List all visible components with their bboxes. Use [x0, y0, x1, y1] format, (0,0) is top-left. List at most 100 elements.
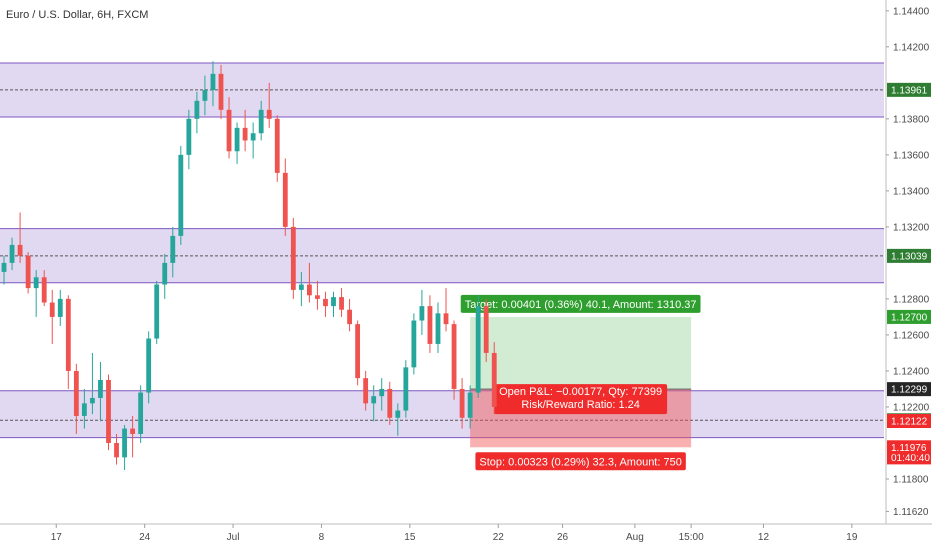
candle-body [1, 262, 7, 272]
candle-body [403, 367, 409, 411]
candle-body [315, 295, 320, 299]
candle-body [138, 392, 144, 434]
candle-body [122, 428, 127, 458]
time-tick-label: 22 [493, 532, 505, 543]
candle-body [419, 306, 425, 321]
price-badge-label: 1.12700 [891, 312, 928, 323]
time-tick-label: 8 [319, 532, 325, 543]
time-tick-label: Aug [626, 532, 644, 543]
position-tool: Target: 0.00401 (0.36%) 40.1, Amount: 13… [460, 294, 701, 471]
price-tick-label: 1.12600 [893, 330, 930, 341]
candle-body [170, 235, 176, 263]
time-tick-label: 15:00 [679, 532, 704, 543]
candle-body [57, 298, 63, 317]
candle-body [427, 306, 433, 344]
candle-body [41, 277, 47, 303]
candle-body [411, 320, 417, 368]
candle-body [154, 284, 160, 339]
price-badge-label: 1.12299 [891, 385, 928, 396]
price-tick-label: 1.11800 [893, 474, 929, 485]
time-tick-label: 17 [51, 532, 63, 543]
price-badge-label: 01:40:40 [891, 453, 930, 464]
time-axis: 17 24 Jul 8 15 22 26 Aug 15:00 12 19 [0, 523, 932, 550]
price-badge [887, 414, 931, 429]
candle-body [114, 442, 119, 458]
candle-body [435, 313, 441, 344]
candle-body [194, 100, 200, 119]
candle-body [90, 397, 95, 404]
candle-body [266, 109, 272, 119]
candle-body [290, 226, 296, 290]
candle-body [210, 73, 216, 91]
price-tick-label: 1.12400 [893, 366, 930, 377]
candle-body [339, 297, 344, 310]
rr-label-text: Risk/Reward Ratio: 1.24 [521, 399, 640, 411]
candle-body [298, 284, 304, 290]
time-tick-label: 24 [139, 532, 151, 543]
candle-body [226, 109, 232, 152]
candle-body [306, 284, 312, 296]
candle-body [130, 428, 136, 434]
time-tick-label: 12 [758, 532, 770, 543]
candle-body [25, 255, 31, 289]
candle-body [242, 127, 248, 141]
candle-body [331, 297, 336, 307]
price-badge-label: 1.12122 [891, 417, 928, 428]
candle-body [234, 127, 240, 152]
price-axis: 1.14400 1.14200 1.13800 1.13600 1.13400 1.132… [885, 0, 932, 550]
price-badge-label: 1.13039 [891, 251, 928, 262]
candle-body [347, 309, 352, 325]
price-badge-label: 1.11976 [891, 443, 927, 454]
target-label-text: Target: 0.00401 (0.36%) 40.1, Amount: 13… [465, 299, 697, 311]
target-label-box [460, 294, 701, 313]
candle-body [33, 277, 39, 289]
price-badge-label: 1.13961 [891, 85, 928, 96]
price-badge [887, 382, 931, 397]
price-badge [887, 248, 931, 263]
stop-label-text: Stop: 0.00323 (0.29%) 32.3, Amount: 750 [479, 456, 681, 468]
chart-title: Euro / U.S. Dollar, 6H, FXCM [6, 9, 148, 21]
candle-body [459, 388, 465, 418]
price-tick-label: 1.13400 [893, 186, 930, 197]
stop-label-box [475, 452, 686, 471]
pnl-label-box [494, 384, 668, 415]
time-tick-label: 15 [404, 532, 416, 543]
candle-body [106, 379, 111, 443]
zone-3 [0, 390, 884, 438]
candle-body [371, 396, 377, 404]
candle-body [9, 244, 15, 263]
candle-body [162, 262, 168, 285]
candle-body [258, 109, 264, 134]
price-tick-label: 1.13600 [893, 150, 930, 161]
candle-body [451, 324, 457, 389]
candle-body [395, 410, 401, 418]
candle-body [81, 403, 87, 416]
candle-body [49, 302, 55, 317]
candle-body [379, 388, 385, 397]
price-tick-label: 1.12800 [893, 294, 930, 305]
candle-body [65, 298, 71, 371]
price-badge [887, 440, 931, 455]
candle-body [202, 90, 208, 101]
candle-body [218, 73, 224, 110]
candles [1, 61, 497, 470]
price-tick-label: 1.12200 [893, 402, 930, 413]
support-resistance-zones [0, 62, 884, 439]
candle-body [467, 392, 473, 418]
candle-body [250, 133, 256, 141]
time-tick-label: 26 [557, 532, 569, 543]
candle-body [491, 352, 497, 407]
candle-body [483, 306, 489, 353]
price-tick-label: 1.14200 [893, 42, 930, 53]
candle-body [363, 378, 369, 404]
price-badge [887, 82, 931, 97]
price-tick-label: 1.13200 [893, 222, 930, 233]
time-tick-label: Jul [227, 532, 240, 543]
candle-body [475, 306, 481, 393]
candle-body [387, 388, 393, 418]
candle-body [443, 313, 449, 325]
pnl-label-text: Open P&L: −0.00177, Qty: 77399 [499, 386, 662, 398]
price-tick-label: 1.13800 [893, 114, 930, 125]
